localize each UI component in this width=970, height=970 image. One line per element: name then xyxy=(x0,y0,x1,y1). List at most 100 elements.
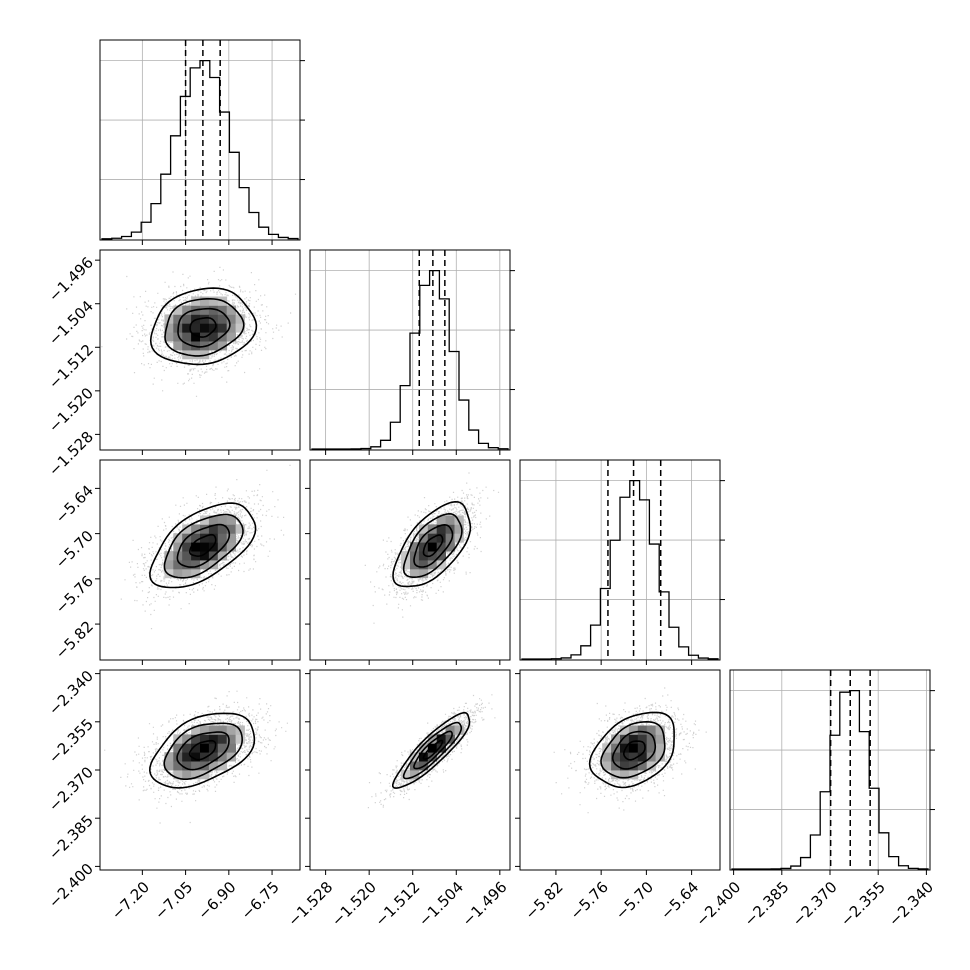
density-cell xyxy=(217,314,228,324)
density-cell xyxy=(226,524,236,534)
x-tick-label-3-4: −2.340 xyxy=(885,878,937,930)
density-cell xyxy=(226,314,236,324)
density-cell xyxy=(208,305,219,315)
scatter-panel-2-0: −5.82−5.76−5.70−5.64 xyxy=(52,459,301,665)
density-cell xyxy=(436,524,446,534)
density-cell xyxy=(611,734,621,744)
y-tick-label-3-1: −2.385 xyxy=(45,811,97,863)
density-cell xyxy=(418,560,429,570)
contour-2 xyxy=(402,721,463,780)
contour-2 xyxy=(600,720,666,779)
density-cell xyxy=(182,734,192,744)
scatter-panel-3-0: −7.20−7.05−6.90−6.75−2.400−2.385−2.370−2… xyxy=(45,667,301,923)
x-tick-label-3-3: −2.355 xyxy=(837,878,889,930)
density-cell xyxy=(164,332,174,342)
scatter-panel-3-2: −5.82 −5.76 −5.70 −5.64 xyxy=(515,669,721,923)
y-tick-label-3-4: −2.340 xyxy=(45,667,97,719)
density-cell xyxy=(602,752,612,762)
density-cell xyxy=(217,323,228,333)
density-cell xyxy=(401,551,411,561)
x-tick-label-0-3: −6.75 xyxy=(238,878,283,923)
density-cell xyxy=(235,323,245,333)
density-cell xyxy=(410,568,420,579)
density-cell xyxy=(436,734,446,744)
x-tick-label-3-1: −2.385 xyxy=(741,878,793,930)
contour-0 xyxy=(188,739,217,761)
density-cell xyxy=(164,551,174,561)
density-cell xyxy=(217,743,228,753)
density-cell xyxy=(445,533,455,543)
density-cell xyxy=(418,524,429,534)
density-cell xyxy=(173,752,183,762)
contour-3 xyxy=(149,502,257,589)
density-cell xyxy=(208,743,219,753)
density-cell xyxy=(637,734,648,744)
density-cell xyxy=(226,323,236,333)
density-cell xyxy=(208,752,219,762)
density-cell xyxy=(191,542,201,552)
density-cell xyxy=(646,761,656,771)
density-cell xyxy=(217,341,228,351)
density-cell xyxy=(217,725,228,735)
histogram-steps xyxy=(521,479,719,660)
density-cell xyxy=(418,533,429,543)
density-cell xyxy=(655,725,665,735)
density-cell xyxy=(191,533,201,543)
density-cell xyxy=(200,560,210,570)
density-cell xyxy=(191,524,201,534)
density-cell xyxy=(200,533,210,543)
density-cell xyxy=(208,296,219,306)
density-cell xyxy=(191,323,201,333)
contour-0 xyxy=(623,740,646,761)
x-tick-label-1-4: −1.496 xyxy=(459,878,511,930)
density-cell xyxy=(173,560,183,570)
contour-2 xyxy=(163,722,244,780)
histogram-panel-3: −2.400−2.385−2.370−2.355−2.340 xyxy=(692,669,937,930)
density-cell xyxy=(602,761,612,771)
density-cell xyxy=(427,542,438,552)
density-cell xyxy=(164,761,174,771)
density-cell xyxy=(200,743,210,753)
density-cell xyxy=(173,314,183,324)
density-cell xyxy=(208,515,219,525)
density-cell xyxy=(226,533,236,543)
density-cell xyxy=(226,515,236,525)
density-cell xyxy=(427,560,438,570)
density-cell xyxy=(628,734,639,744)
density-cell xyxy=(191,332,201,342)
density-cell xyxy=(226,725,236,735)
contour-0 xyxy=(189,533,217,558)
panel-frame xyxy=(309,459,511,661)
density-cell xyxy=(182,560,192,570)
y-tick-label-1-1: −1.520 xyxy=(45,384,97,436)
density-cell xyxy=(418,568,429,579)
density-cell xyxy=(217,551,228,561)
density-cell xyxy=(655,752,665,762)
contour-1 xyxy=(611,730,657,770)
density-cell xyxy=(637,761,648,771)
contour-1 xyxy=(176,731,230,771)
density-cell xyxy=(208,725,219,735)
panel-frame xyxy=(519,459,721,661)
contour-1 xyxy=(177,307,231,348)
density-cell xyxy=(191,770,201,780)
density-cell xyxy=(436,560,446,570)
density-cell xyxy=(208,533,219,543)
density-cell xyxy=(646,743,656,753)
density-cell xyxy=(191,296,201,306)
y-tick-label-2-1: −5.76 xyxy=(52,572,97,617)
scatter-panel-2-1 xyxy=(305,459,511,665)
contour-0 xyxy=(422,534,444,558)
density-cell xyxy=(445,725,455,735)
density-cell xyxy=(191,752,201,762)
density-cell xyxy=(620,725,630,735)
density-cell xyxy=(200,542,210,552)
contour-3 xyxy=(588,711,675,789)
density-cell xyxy=(226,734,236,744)
density-cell xyxy=(164,752,174,762)
x-tick-label-2-1: −5.76 xyxy=(567,878,612,923)
density-cell xyxy=(436,551,446,561)
density-cell xyxy=(173,761,183,771)
density-cell xyxy=(191,560,201,570)
